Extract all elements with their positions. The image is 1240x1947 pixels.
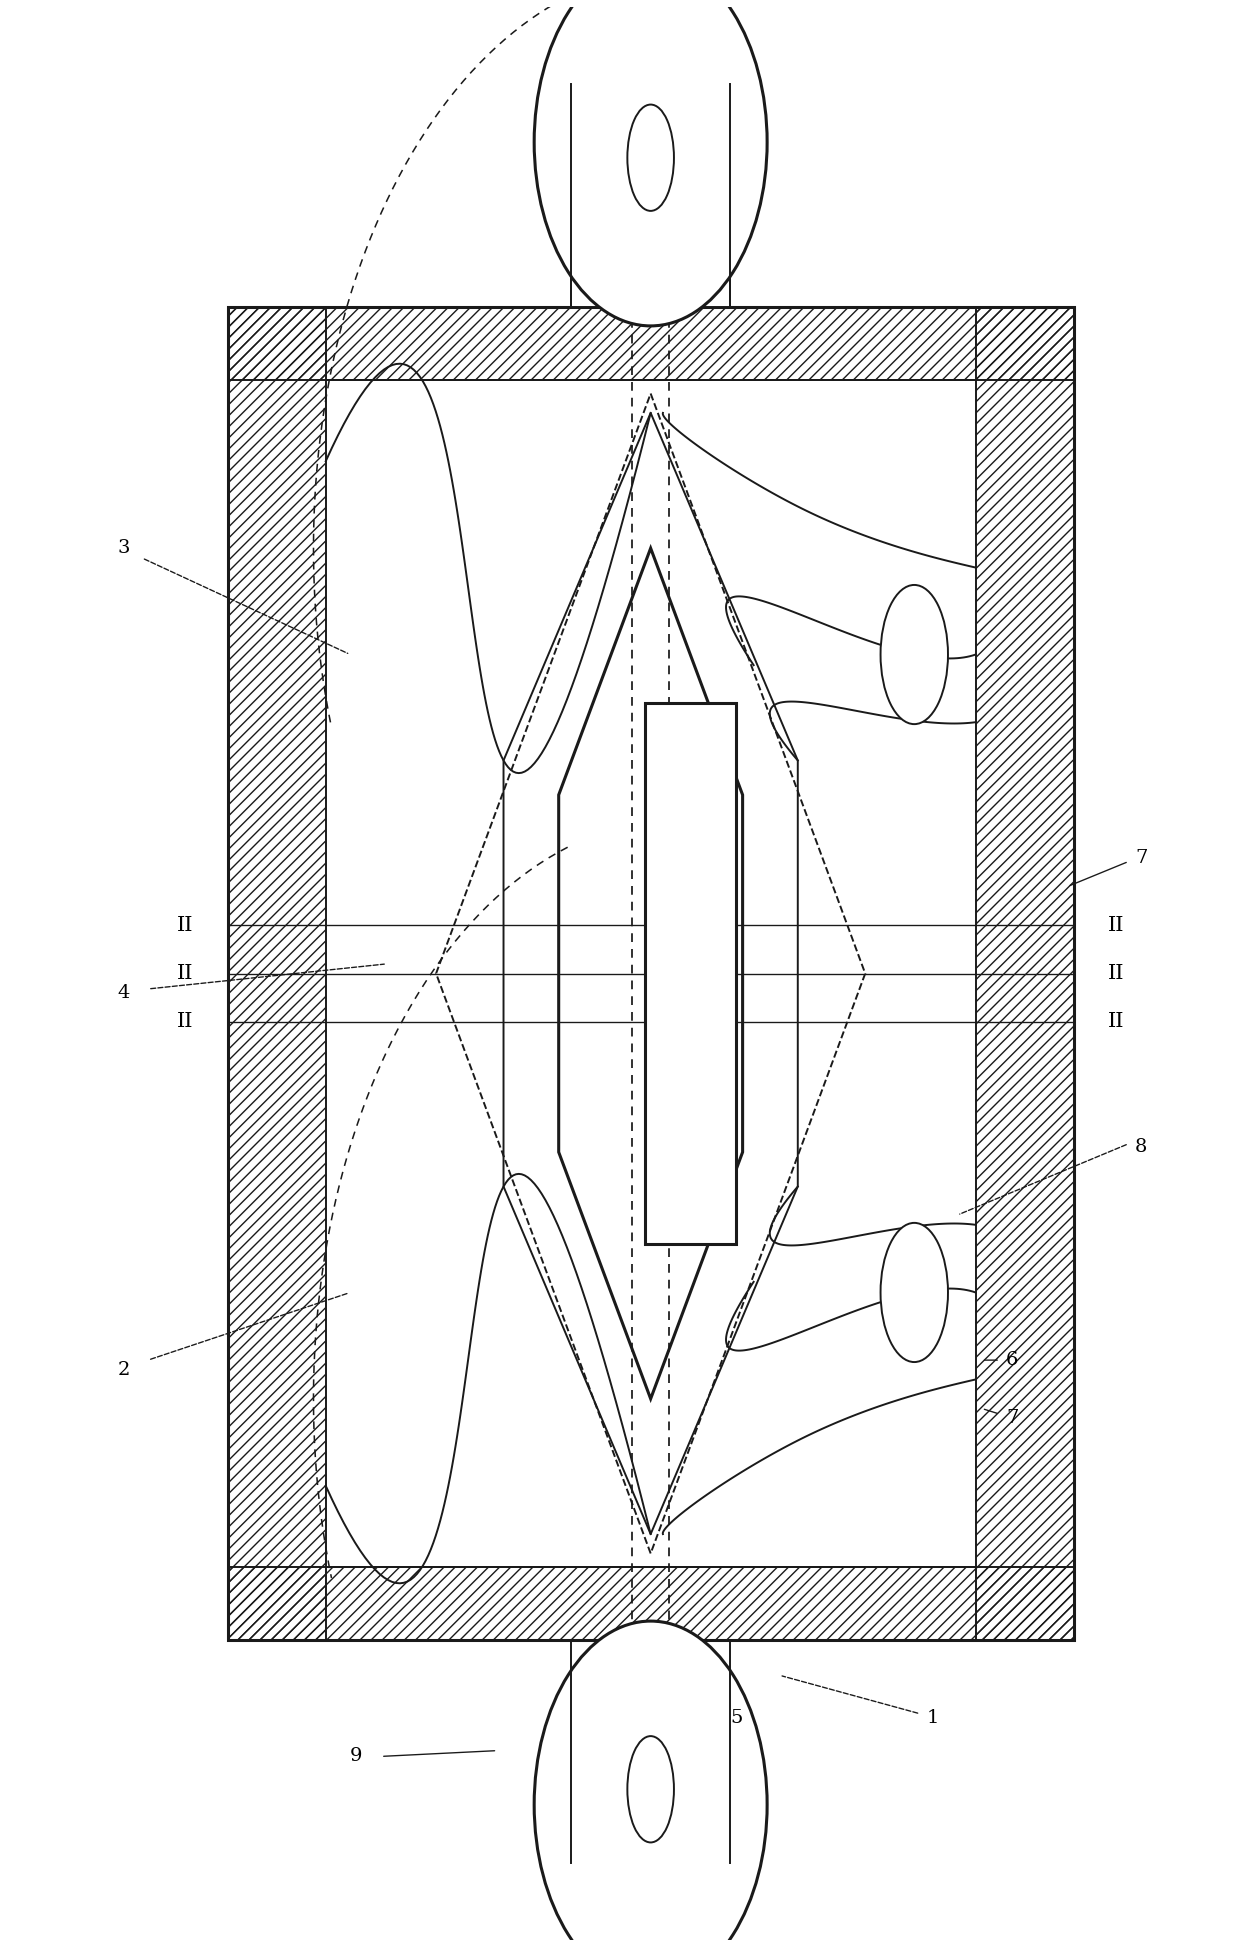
Text: 7: 7	[1006, 1410, 1018, 1427]
Text: 8: 8	[1135, 1139, 1147, 1157]
Text: II: II	[1109, 915, 1125, 935]
Text: 3: 3	[117, 539, 130, 557]
Text: II: II	[176, 964, 193, 983]
Bar	[645, 703, 737, 1244]
Ellipse shape	[627, 1737, 675, 1842]
Text: II: II	[176, 915, 193, 935]
Bar	[570, 0, 730, 306]
Text: II: II	[176, 1012, 193, 1032]
Bar	[228, 306, 1074, 1641]
Text: 6: 6	[1006, 1351, 1018, 1369]
Circle shape	[534, 0, 768, 325]
Text: 9: 9	[350, 1746, 362, 1766]
Ellipse shape	[880, 1223, 949, 1363]
Text: 5: 5	[730, 1709, 743, 1727]
Text: 7: 7	[1135, 849, 1147, 866]
Bar	[228, 1567, 1074, 1641]
Bar	[976, 306, 1074, 1641]
Ellipse shape	[627, 105, 675, 210]
Circle shape	[534, 1622, 768, 1947]
Text: 1: 1	[926, 1709, 939, 1727]
Text: II: II	[1109, 1012, 1125, 1032]
Text: 2: 2	[118, 1361, 130, 1378]
Bar	[228, 306, 326, 1641]
Text: II: II	[1109, 964, 1125, 983]
Ellipse shape	[880, 584, 949, 724]
Text: 4: 4	[118, 983, 130, 1003]
Bar	[228, 306, 1074, 380]
